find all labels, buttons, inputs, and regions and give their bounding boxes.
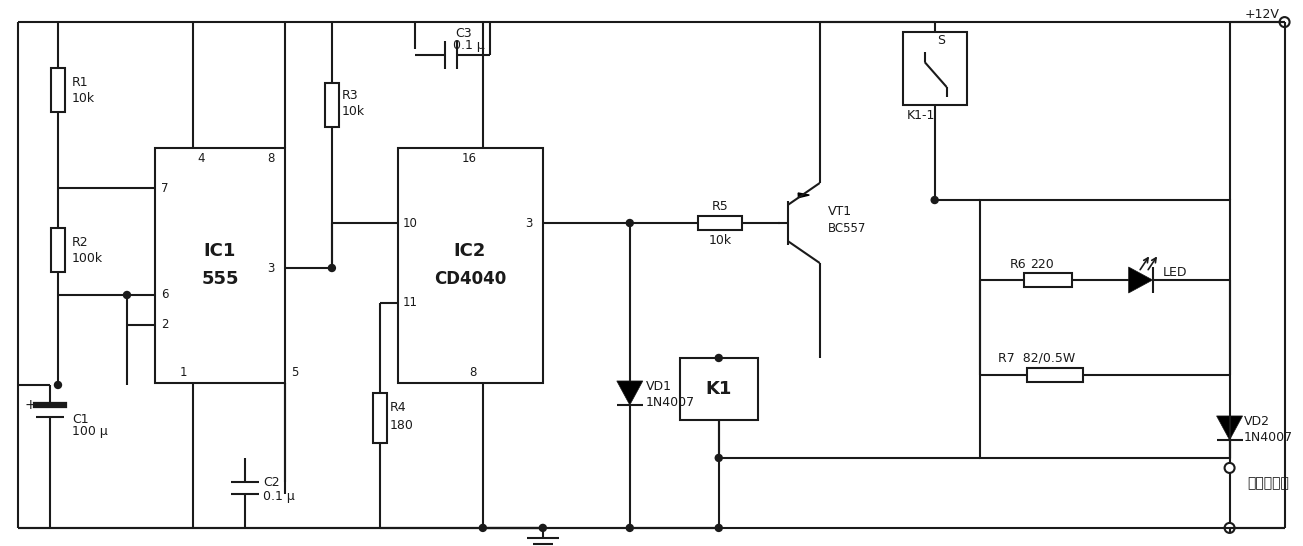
Text: 3: 3 [525, 217, 533, 229]
Circle shape [627, 524, 633, 531]
Text: 1N4007: 1N4007 [1243, 431, 1293, 444]
Text: CD4040: CD4040 [434, 270, 506, 288]
Circle shape [715, 524, 722, 531]
Circle shape [715, 454, 722, 461]
Text: 555: 555 [201, 270, 238, 288]
Text: BC557: BC557 [827, 222, 866, 235]
Text: 2: 2 [162, 318, 168, 331]
Text: 16: 16 [461, 152, 477, 164]
Circle shape [55, 382, 61, 388]
Text: R2: R2 [72, 235, 89, 248]
Text: R1: R1 [72, 75, 89, 88]
Text: VD1: VD1 [646, 381, 672, 394]
Text: 1N4007: 1N4007 [646, 396, 694, 410]
Bar [373, 393, 387, 443]
Circle shape [715, 354, 722, 361]
Text: 0.1 μ: 0.1 μ [453, 39, 485, 51]
Text: R7  82/0.5W: R7 82/0.5W [998, 352, 1075, 365]
Text: 10: 10 [403, 217, 417, 229]
Text: 11: 11 [403, 296, 417, 310]
Text: 10k: 10k [72, 92, 95, 104]
Text: 100 μ: 100 μ [72, 425, 108, 438]
Text: R4: R4 [390, 401, 407, 414]
Polygon shape [1128, 267, 1153, 293]
Text: +: + [25, 398, 35, 412]
Text: C1: C1 [72, 413, 89, 426]
Polygon shape [1217, 416, 1243, 440]
Text: 1: 1 [180, 366, 186, 379]
Text: 8: 8 [267, 152, 275, 164]
Text: 0.1 μ: 0.1 μ [263, 490, 294, 503]
Bar [155, 148, 285, 383]
Polygon shape [616, 381, 642, 405]
Circle shape [328, 264, 335, 271]
Text: 3: 3 [267, 262, 275, 275]
Bar [1024, 273, 1071, 287]
Text: +12V: +12V [1244, 8, 1280, 21]
Text: 7: 7 [162, 181, 168, 194]
Polygon shape [799, 193, 809, 198]
Bar [397, 148, 543, 383]
Text: VT1: VT1 [827, 205, 852, 217]
Text: LED: LED [1162, 265, 1187, 278]
Bar [51, 68, 65, 112]
Circle shape [627, 219, 633, 227]
Bar [680, 358, 758, 420]
Text: 接充电电池: 接充电电池 [1247, 476, 1290, 490]
Circle shape [124, 292, 130, 299]
Text: 10k: 10k [709, 234, 731, 246]
Text: K1-1: K1-1 [907, 109, 936, 122]
Text: VD2: VD2 [1243, 416, 1269, 429]
Bar [980, 200, 1230, 458]
Bar [51, 228, 65, 272]
Text: S: S [937, 33, 945, 46]
Bar [324, 83, 339, 127]
Text: R5: R5 [711, 199, 728, 212]
Text: C2: C2 [263, 477, 280, 489]
Text: 5: 5 [291, 366, 298, 379]
Text: 4: 4 [197, 152, 205, 164]
Bar [1027, 368, 1083, 382]
Circle shape [480, 524, 486, 531]
Text: 8: 8 [469, 366, 477, 379]
Text: 180: 180 [390, 419, 414, 432]
Text: IC2: IC2 [453, 242, 486, 260]
Text: R6: R6 [1010, 258, 1027, 270]
Text: 220: 220 [1029, 258, 1053, 270]
Circle shape [932, 197, 938, 204]
Circle shape [539, 524, 546, 531]
Text: 6: 6 [162, 288, 168, 301]
Text: R3: R3 [341, 88, 358, 102]
Bar [903, 32, 967, 105]
Text: 100k: 100k [72, 252, 103, 264]
Text: C3: C3 [455, 27, 472, 39]
Text: IC1: IC1 [203, 242, 236, 260]
Text: 10k: 10k [341, 104, 365, 117]
Text: K1: K1 [705, 380, 732, 398]
Bar [698, 216, 741, 230]
